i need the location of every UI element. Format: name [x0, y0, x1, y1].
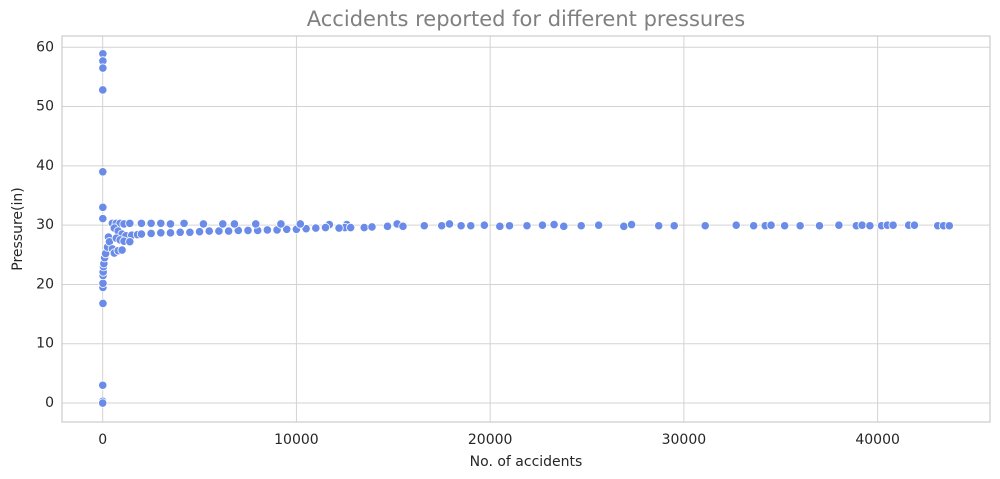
point [398, 221, 408, 231]
point [179, 218, 189, 228]
point [262, 225, 272, 235]
point [311, 223, 321, 233]
point [466, 221, 476, 231]
point [619, 221, 629, 231]
point [98, 298, 108, 309]
point [165, 219, 176, 229]
point [888, 220, 898, 230]
point [749, 221, 759, 231]
point [98, 214, 108, 224]
point [537, 220, 548, 230]
point [185, 227, 195, 237]
point [437, 221, 447, 231]
point [218, 219, 228, 229]
point [419, 221, 429, 231]
point [626, 219, 637, 230]
point [857, 220, 867, 230]
point [156, 218, 166, 228]
point [456, 221, 466, 231]
point [98, 167, 108, 177]
point [204, 226, 214, 236]
point [125, 218, 135, 228]
point [559, 221, 569, 231]
point [731, 220, 741, 230]
point [98, 380, 108, 390]
point [909, 220, 920, 230]
point [136, 229, 147, 239]
y-tick-label: 30 [36, 217, 54, 233]
point [367, 222, 377, 232]
point [795, 221, 805, 231]
y-axis-label: Pressure(in) [10, 187, 26, 270]
point [504, 221, 515, 231]
point [98, 202, 108, 212]
point [146, 218, 156, 228]
y-tick-label: 20 [36, 276, 54, 292]
point [479, 220, 489, 230]
point [669, 221, 679, 231]
point [654, 221, 664, 231]
x-tick-label: 20000 [468, 432, 513, 448]
point [276, 219, 286, 229]
point [359, 222, 369, 233]
point [594, 220, 604, 230]
point [834, 220, 844, 230]
point [766, 220, 776, 230]
point [98, 63, 108, 73]
point [382, 221, 393, 231]
point [346, 222, 356, 233]
plot-frame [61, 35, 991, 423]
point [125, 237, 135, 247]
point [700, 221, 710, 231]
y-tick-label: 50 [36, 99, 54, 115]
point [576, 221, 586, 231]
point [320, 222, 331, 233]
point [334, 223, 344, 233]
point [117, 245, 127, 255]
point [214, 226, 224, 236]
point [814, 221, 825, 231]
point [224, 226, 234, 236]
x-tick-label: 40000 [855, 432, 900, 448]
point [944, 221, 954, 231]
point [98, 398, 108, 408]
x-tick-label: 10000 [274, 432, 319, 448]
point [165, 228, 176, 238]
point [146, 228, 156, 239]
y-tick-label: 40 [36, 158, 54, 174]
point [136, 218, 147, 228]
y-tick-label: 60 [36, 39, 54, 55]
x-tick-label: 30000 [662, 432, 707, 448]
point [780, 221, 790, 231]
point [243, 225, 253, 236]
point [229, 219, 240, 229]
point [175, 227, 185, 237]
point [198, 219, 209, 229]
point [495, 221, 505, 231]
point [194, 227, 205, 237]
point [282, 224, 292, 234]
point [98, 278, 108, 288]
chart-title: Accidents reported for different pressur… [307, 7, 745, 31]
point [549, 219, 559, 230]
y-tick-label: 10 [36, 336, 54, 352]
x-tick-label: 0 [98, 432, 107, 448]
point [444, 219, 455, 229]
point [98, 85, 108, 95]
point [156, 228, 166, 238]
point [522, 221, 532, 231]
y-tick-label: 0 [45, 395, 54, 411]
points [98, 49, 954, 408]
point [251, 219, 261, 229]
x-axis-label: No. of accidents [470, 454, 583, 470]
point [865, 221, 875, 231]
point [295, 219, 305, 229]
